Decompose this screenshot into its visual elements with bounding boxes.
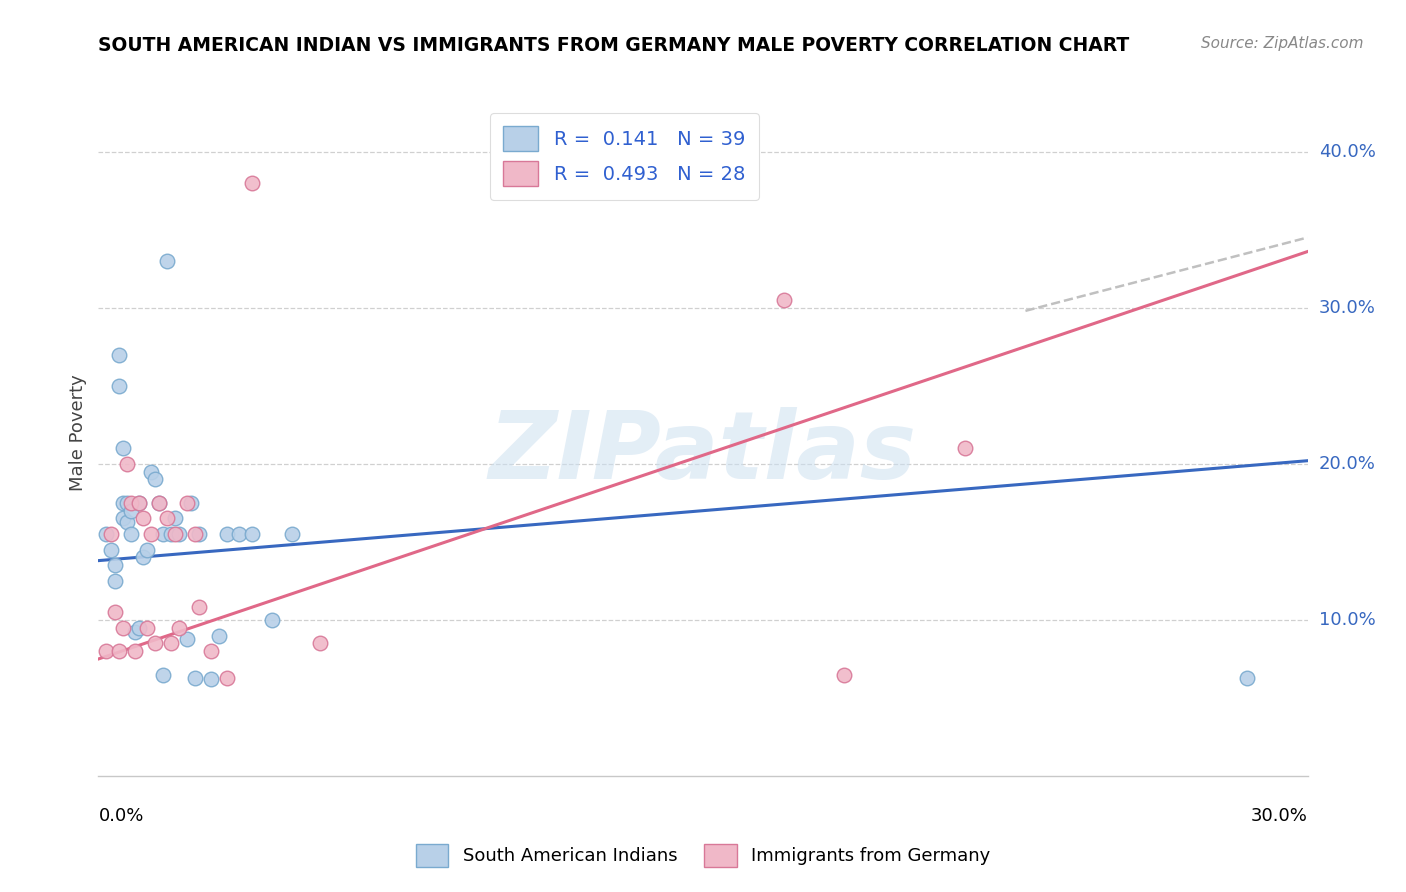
Point (103, 558, 125, 573)
Point (188, 527, 211, 541)
Legend: South American Indians, Immigrants from Germany: South American Indians, Immigrants from … (408, 837, 998, 874)
Text: SOUTH AMERICAN INDIAN VS IMMIGRANTS FROM GERMANY MALE POVERTY CORRELATION CHART: SOUTH AMERICAN INDIAN VS IMMIGRANTS FROM… (98, 36, 1129, 54)
Point (100, 542, 122, 557)
Point (143, 636, 166, 650)
Legend: R =  0.141   N = 39, R =  0.493   N = 28: R = 0.141 N = 39, R = 0.493 N = 28 (489, 112, 759, 200)
Point (260, 613, 283, 627)
Point (208, 628, 231, 642)
Point (135, 542, 157, 557)
Point (128, 496, 150, 510)
Point (1236, 671, 1258, 685)
Point (135, 621, 157, 635)
Point (111, 621, 134, 635)
Point (107, 644, 129, 658)
Point (128, 496, 150, 510)
Point (120, 496, 142, 510)
Point (120, 527, 142, 541)
Point (152, 527, 174, 541)
Point (156, 511, 179, 525)
Text: Source: ZipAtlas.com: Source: ZipAtlas.com (1201, 36, 1364, 51)
Point (107, 378, 129, 392)
Point (228, 527, 250, 541)
Point (107, 347, 129, 362)
Point (184, 527, 207, 541)
Point (176, 632, 198, 646)
Point (128, 621, 150, 635)
Point (188, 600, 211, 615)
Point (96, 644, 118, 658)
Point (240, 176, 263, 190)
Point (832, 667, 855, 681)
Point (115, 457, 138, 471)
Point (100, 527, 122, 541)
Point (309, 636, 332, 650)
Text: 30.0%: 30.0% (1319, 299, 1375, 317)
Point (152, 667, 174, 681)
Point (217, 527, 239, 541)
Point (124, 644, 146, 658)
Text: ZIPatlas: ZIPatlas (489, 408, 917, 500)
Point (143, 472, 166, 486)
Point (148, 496, 170, 510)
Point (115, 496, 138, 510)
Point (111, 496, 134, 510)
Text: 40.0%: 40.0% (1319, 143, 1375, 161)
Text: 10.0%: 10.0% (1319, 611, 1375, 629)
Point (148, 496, 170, 510)
Point (160, 636, 183, 650)
Point (120, 503, 142, 517)
Point (200, 673, 222, 687)
Point (180, 496, 202, 510)
Point (281, 527, 304, 541)
Point (176, 496, 198, 510)
Y-axis label: Male Poverty: Male Poverty (69, 375, 87, 491)
Point (163, 527, 186, 541)
Point (217, 671, 239, 685)
Point (103, 605, 125, 619)
Point (139, 465, 162, 479)
Point (115, 515, 138, 529)
Point (139, 527, 162, 541)
Point (772, 293, 794, 307)
Point (111, 511, 134, 525)
Point (240, 527, 263, 541)
Point (167, 527, 190, 541)
Point (184, 671, 207, 685)
Point (124, 625, 146, 640)
Point (132, 550, 155, 565)
Point (111, 441, 134, 455)
Text: 30.0%: 30.0% (1251, 806, 1308, 824)
Point (200, 644, 222, 658)
Point (953, 441, 976, 455)
Point (156, 253, 179, 268)
Text: 20.0%: 20.0% (1319, 455, 1375, 473)
Point (160, 527, 183, 541)
Point (132, 511, 155, 525)
Point (163, 511, 186, 525)
Point (167, 621, 190, 635)
Point (103, 574, 125, 588)
Text: 0.0%: 0.0% (98, 806, 143, 824)
Point (96, 527, 118, 541)
